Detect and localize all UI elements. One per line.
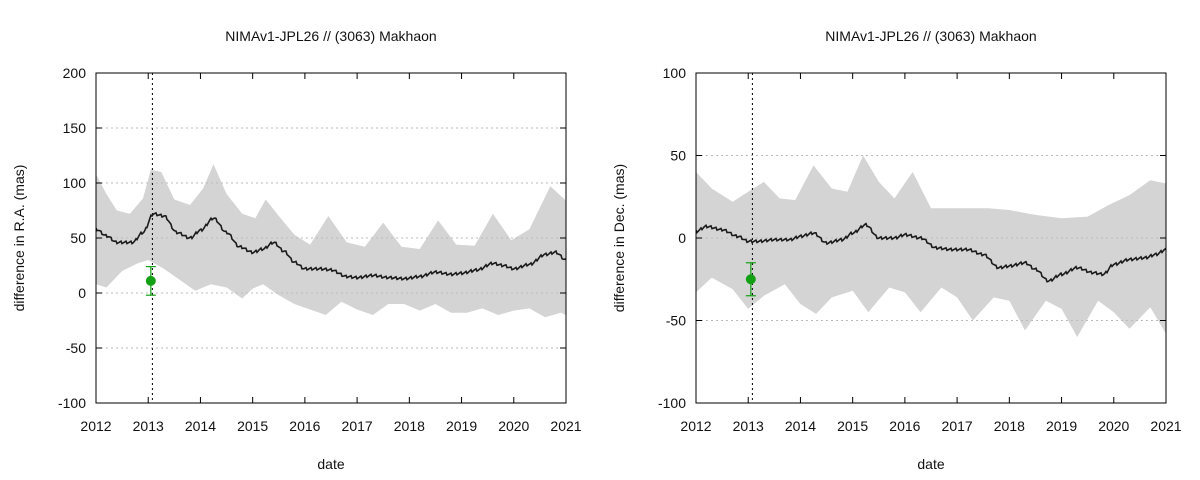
- difference-series-line: [696, 222, 1166, 283]
- x-tick-label: 2020: [498, 418, 529, 434]
- y-tick-label: 50: [670, 148, 686, 164]
- y-tick-label: 50: [70, 230, 86, 246]
- x-tick-label: 2018: [394, 418, 425, 434]
- x-tick-label: 2012: [680, 418, 711, 434]
- x-tick-label: 2016: [289, 418, 320, 434]
- uncertainty-band: [96, 164, 566, 318]
- y-tick-label: -100: [658, 395, 686, 411]
- y-axis-label: difference in R.A. (mas): [11, 165, 27, 312]
- x-tick-label: 2018: [994, 418, 1025, 434]
- x-tick-label: 2014: [185, 418, 216, 434]
- y-tick-label: 200: [63, 65, 87, 81]
- x-tick-label: 2017: [942, 418, 973, 434]
- difference-series-line: [96, 211, 566, 281]
- chart-title: NIMAv1-JPL26 // (3063) Makhaon: [825, 28, 1036, 44]
- y-tick-label: -50: [666, 313, 686, 329]
- x-tick-label: 2017: [342, 418, 373, 434]
- chart-title: NIMAv1-JPL26 // (3063) Makhaon: [225, 28, 436, 44]
- y-axis-label: difference in Dec. (mas): [611, 164, 627, 312]
- x-axis-label: date: [317, 456, 344, 472]
- x-tick-label: 2016: [889, 418, 920, 434]
- x-tick-label: 2012: [80, 418, 111, 434]
- y-tick-label: -100: [58, 395, 86, 411]
- y-tick-label: 0: [678, 230, 686, 246]
- x-tick-label: 2013: [733, 418, 764, 434]
- chart-dec: -100 -50 0 50 100 2012 2013 2014 2015 2016 2017 201…: [611, 28, 1182, 472]
- y-tick-label: 100: [63, 175, 87, 191]
- x-tick-label: 2015: [237, 418, 268, 434]
- chart-ra: -100 -50 0 50 100 150 200 2012 2013 2014 2015 2016 2…: [11, 28, 582, 472]
- x-tick-label: 2014: [785, 418, 816, 434]
- y-tick-label: 100: [663, 65, 687, 81]
- y-tick-label: -50: [66, 340, 86, 356]
- x-tick-label: 2015: [837, 418, 868, 434]
- x-tick-label: 2021: [1150, 418, 1181, 434]
- x-axis-label: date: [917, 456, 944, 472]
- y-tick-label: 0: [78, 285, 86, 301]
- x-tick-label: 2019: [1046, 418, 1077, 434]
- x-tick-label: 2020: [1098, 418, 1129, 434]
- observation-point: [745, 274, 756, 285]
- x-tick-label: 2019: [446, 418, 477, 434]
- observation-point: [145, 275, 156, 286]
- x-tick-label: 2013: [133, 418, 164, 434]
- y-tick-label: 150: [63, 120, 87, 136]
- x-tick-label: 2021: [550, 418, 581, 434]
